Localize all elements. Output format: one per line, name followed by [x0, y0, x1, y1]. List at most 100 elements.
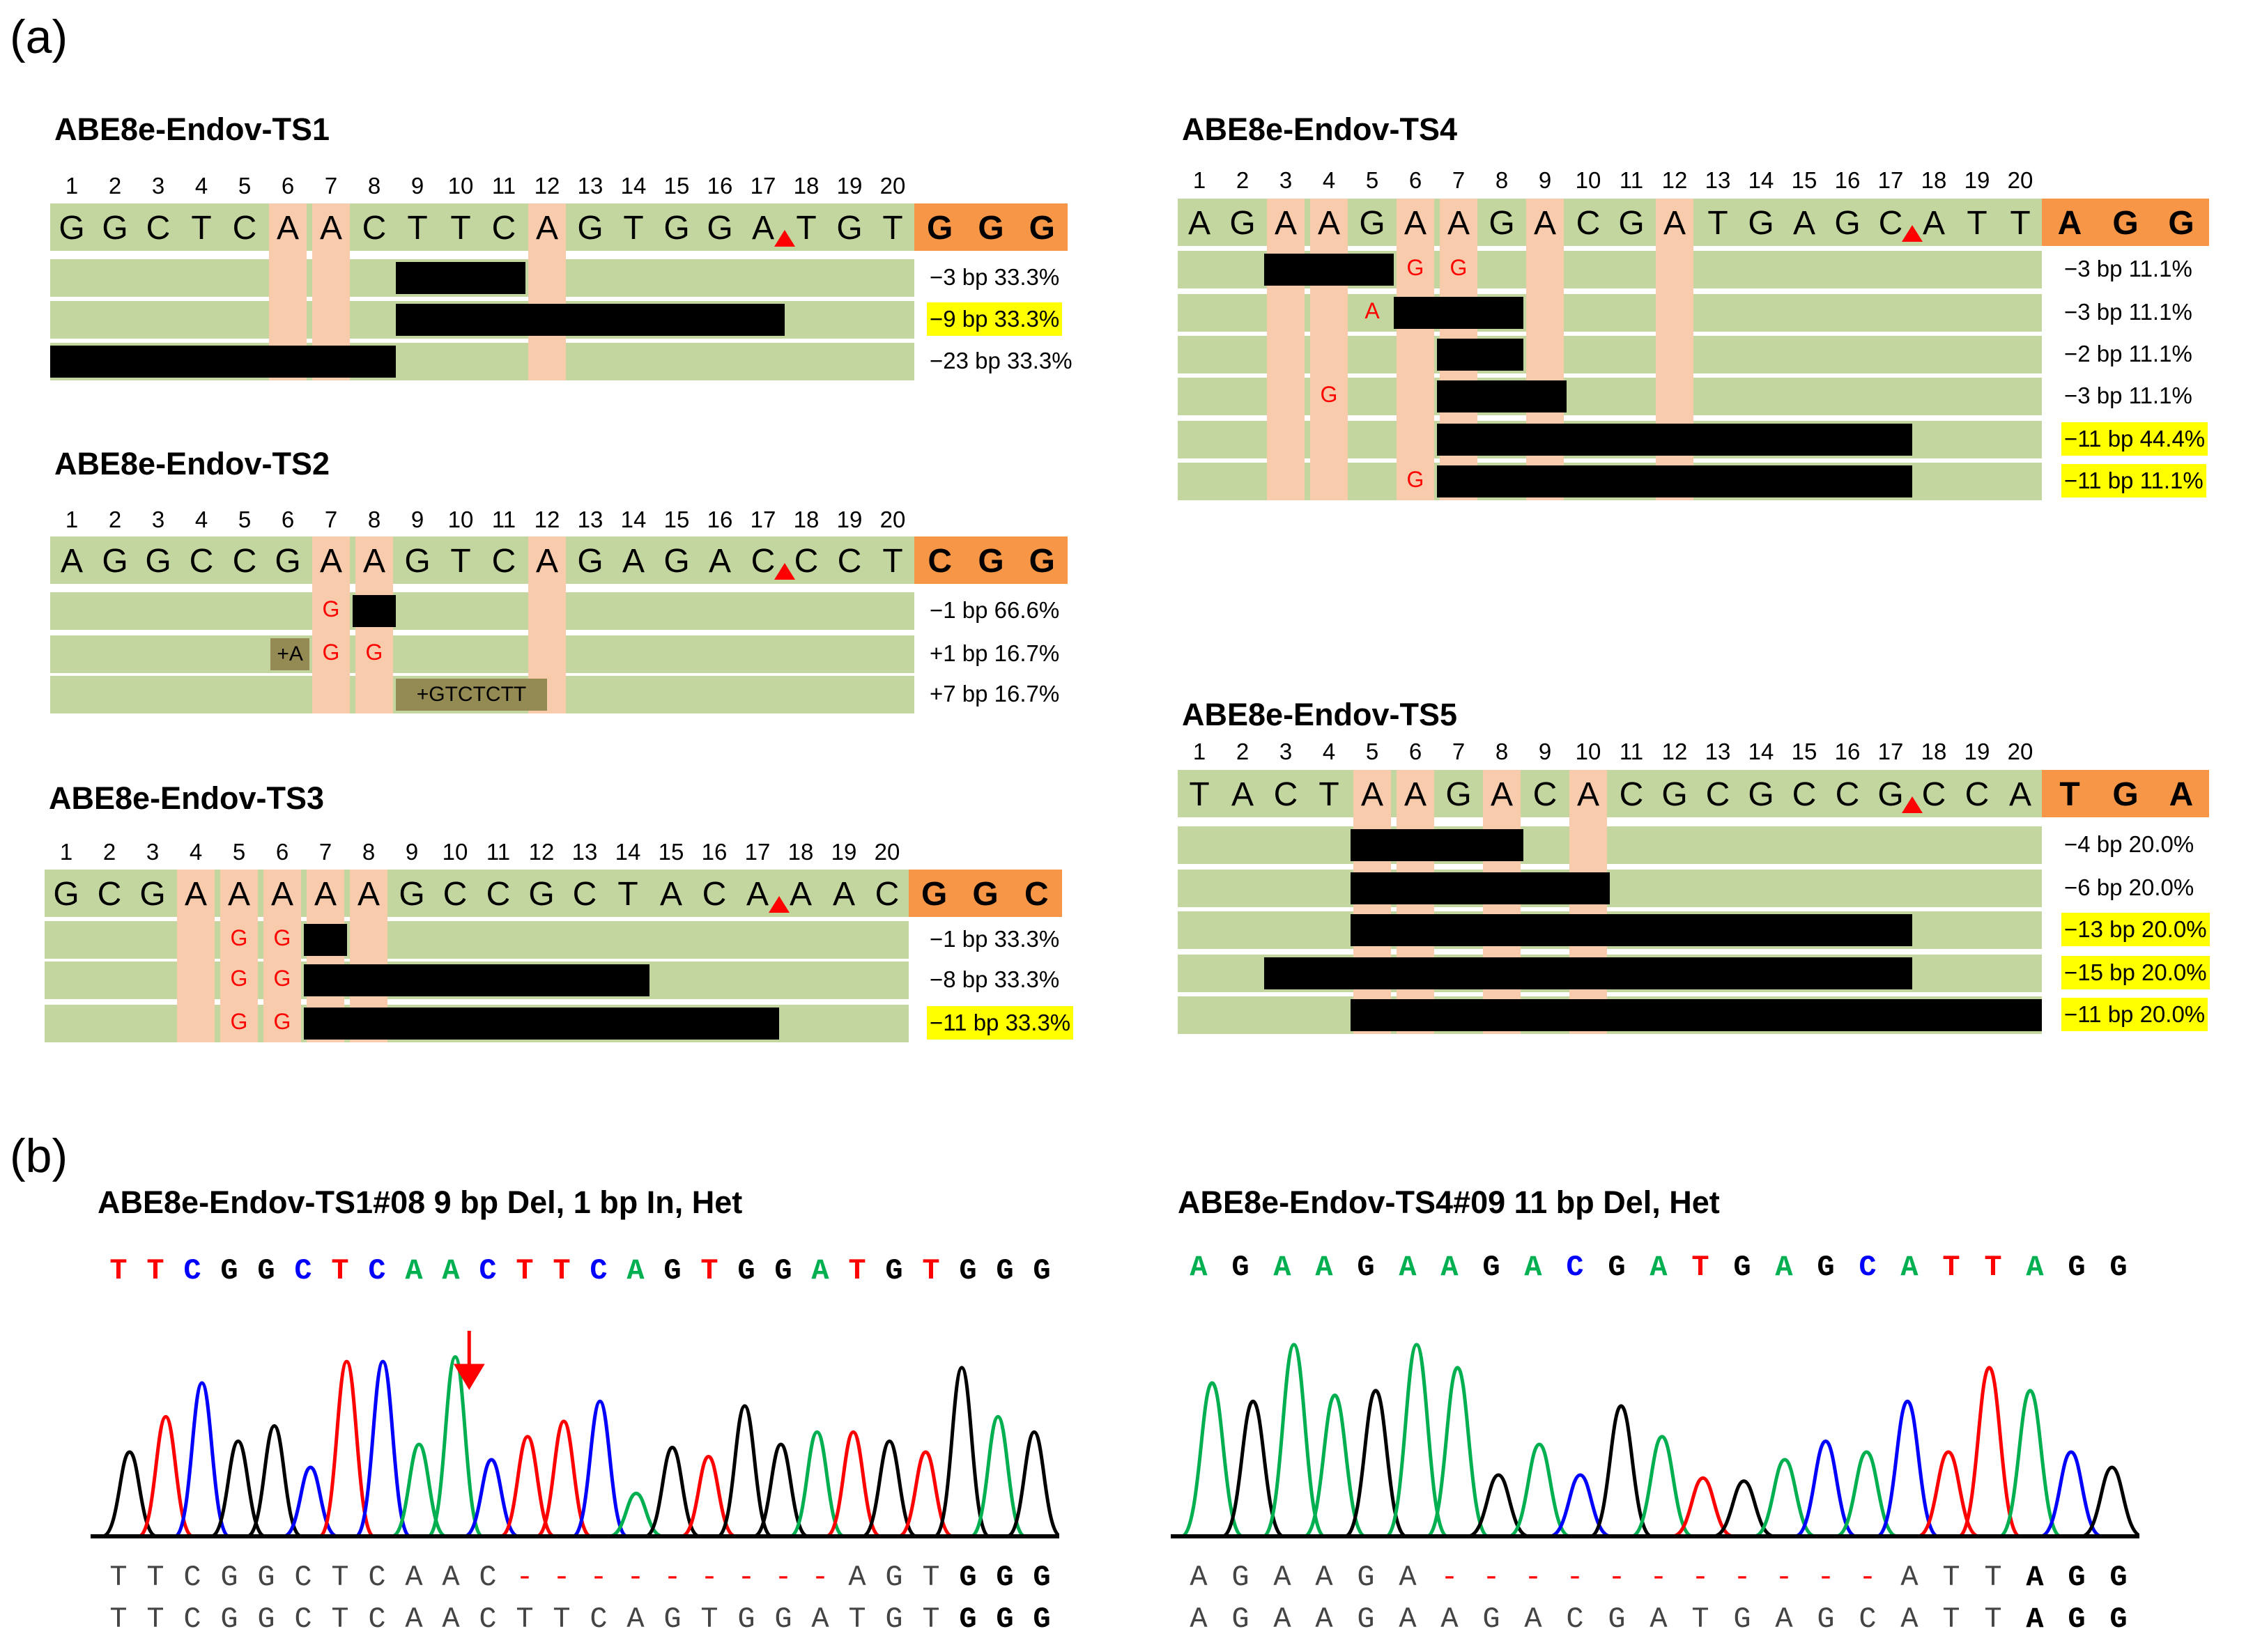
- position-number: 9: [410, 173, 424, 199]
- base-call: T: [516, 1254, 534, 1288]
- ts-title: ABE8e-Endov-TS4: [1182, 111, 1458, 147]
- reference-base: G: [707, 210, 733, 247]
- alignment-base: T: [1942, 1603, 1960, 1636]
- chromatogram-trace: [91, 1331, 1059, 1538]
- reference-base: G: [102, 210, 128, 247]
- reference-base: C: [751, 543, 776, 580]
- position-number: 3: [1279, 739, 1293, 764]
- base-call: G: [1733, 1251, 1751, 1284]
- alignment-base: C: [294, 1603, 312, 1636]
- alignment-base: G: [1608, 1603, 1626, 1636]
- reference-base: A: [1576, 776, 1599, 813]
- alignment-base: A: [1775, 1603, 1793, 1636]
- alignment-base: C: [368, 1603, 386, 1636]
- position-number: 10: [447, 173, 474, 199]
- alignment-base: G: [1357, 1603, 1375, 1636]
- chromatogram-peak: [246, 1424, 302, 1538]
- chromatogram-peak: [680, 1455, 737, 1538]
- reference-base: A: [622, 543, 645, 580]
- reference-base: G: [53, 876, 79, 913]
- base-call: G: [1817, 1251, 1835, 1284]
- adenine-highlight-column: [312, 536, 350, 713]
- outcome-label: −3 bp 11.1%: [2064, 299, 2192, 325]
- edited-base: G: [273, 1009, 291, 1034]
- base-call: C: [183, 1254, 201, 1288]
- position-number: 15: [1791, 739, 1817, 764]
- alignment-base: -: [1524, 1561, 1542, 1594]
- outcome-row-band: [45, 921, 909, 959]
- position-number: 1: [1192, 167, 1206, 193]
- ts-title: ABE8e-Endov-TS3: [49, 780, 325, 816]
- reference-base: A: [1274, 205, 1297, 242]
- position-number: 6: [1408, 167, 1422, 193]
- chromatogram-peak: [210, 1439, 266, 1538]
- position-number: 18: [1921, 739, 1947, 764]
- position-number: 7: [318, 839, 332, 865]
- chromatogram-peak: [1590, 1404, 1653, 1538]
- alignment-base: -: [663, 1561, 682, 1594]
- position-number: 11: [491, 173, 516, 199]
- reference-base: A: [1317, 205, 1340, 242]
- alignment-base: A: [1273, 1561, 1291, 1594]
- position-number: 15: [663, 173, 690, 199]
- chromatogram-peak: [861, 1439, 918, 1538]
- chromatogram-peak: [1303, 1394, 1367, 1538]
- position-number: 14: [620, 507, 647, 532]
- reference-band: [50, 536, 914, 584]
- position-number: 4: [189, 839, 203, 865]
- reference-base: C: [232, 543, 257, 580]
- base-call: G: [663, 1254, 682, 1288]
- pam-base: G: [926, 210, 953, 247]
- reference-base: G: [404, 543, 431, 580]
- reference-base: G: [1359, 205, 1385, 242]
- base-call: G: [257, 1254, 275, 1288]
- base-call: T: [848, 1254, 866, 1288]
- alignment-base: -: [1733, 1561, 1751, 1594]
- reference-base: C: [189, 543, 214, 580]
- panel-a-label: (a): [10, 10, 68, 63]
- chromatogram-peak: [1222, 1399, 1285, 1538]
- alignment-base: T: [1984, 1603, 2002, 1636]
- alignment-base: A: [442, 1603, 460, 1636]
- position-number: 11: [1619, 167, 1644, 193]
- position-number: 17: [744, 839, 771, 865]
- alignment-base: G: [1733, 1603, 1751, 1636]
- position-number: 12: [534, 507, 560, 532]
- deletion-bar: [1437, 424, 1912, 456]
- base-call: C: [479, 1254, 497, 1288]
- pam-base: A: [2169, 776, 2194, 813]
- reference-base: G: [1834, 205, 1861, 242]
- alignment-base: G: [2109, 1561, 2128, 1594]
- outcome-label: −11 bp 20.0%: [2061, 998, 2208, 1031]
- position-number: 10: [442, 839, 468, 865]
- alignment-base: G: [885, 1561, 903, 1594]
- reference-base: C: [702, 876, 727, 913]
- position-number: 5: [1365, 739, 1379, 764]
- position-number: 9: [1538, 739, 1552, 764]
- position-number: 7: [324, 173, 338, 199]
- reference-base: C: [1576, 205, 1601, 242]
- alignment-base: G: [996, 1603, 1014, 1636]
- reference-base: A: [708, 543, 731, 580]
- reference-base: T: [882, 210, 903, 247]
- base-call: T: [922, 1254, 940, 1288]
- reference-base: T: [1318, 776, 1339, 813]
- reference-base: G: [836, 210, 863, 247]
- position-number: 16: [1834, 739, 1861, 764]
- reference-base: A: [535, 210, 558, 247]
- base-call: A: [1315, 1251, 1333, 1284]
- adenine-highlight-column: [1397, 199, 1434, 500]
- position-number: 2: [108, 173, 122, 199]
- edited-base: G: [322, 640, 340, 665]
- reference-base: G: [1661, 776, 1688, 813]
- reference-base: T: [796, 210, 817, 247]
- reference-base: C: [837, 543, 862, 580]
- position-number: 8: [1495, 739, 1509, 764]
- position-number: 20: [874, 839, 900, 865]
- alignment-base: C: [183, 1561, 201, 1594]
- alignment-base: A: [1650, 1603, 1668, 1636]
- base-call: T: [700, 1254, 718, 1288]
- base-call: A: [1524, 1251, 1542, 1284]
